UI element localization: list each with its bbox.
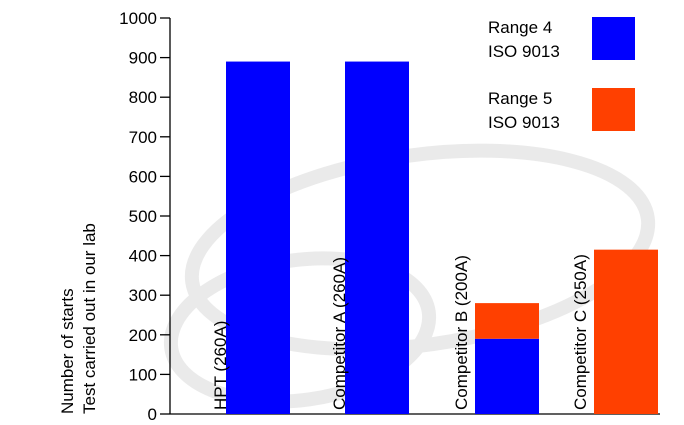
y-axis: 0 100 200 300 400 500 600 700 800 900 1000 <box>119 9 171 424</box>
category-labels: HPT (260A) Competitor A (260A) Competitor … <box>211 254 590 410</box>
category-label: Competitor B (200A) <box>452 255 471 410</box>
legend-label: ISO 9013 <box>488 113 560 132</box>
y-tick-label: 100 <box>129 365 157 384</box>
bars <box>226 61 658 415</box>
y-tick-label: 400 <box>129 247 157 266</box>
category-label: Competitor C (250A) <box>571 254 590 410</box>
y-tick-label: 1000 <box>119 9 157 28</box>
bar <box>475 338 539 414</box>
y-tick-label: 800 <box>129 88 157 107</box>
bar <box>475 303 539 339</box>
legend-label: Range 4 <box>488 18 552 37</box>
legend-label: Range 5 <box>488 89 552 108</box>
y-tick-label: 900 <box>129 49 157 68</box>
legend: Range 4 ISO 9013 Range 5 ISO 9013 <box>488 17 635 132</box>
y-axis-title: Number of starts Test carried out in our … <box>58 223 99 414</box>
bar <box>594 249 658 414</box>
bar <box>226 61 290 415</box>
legend-label: ISO 9013 <box>488 42 560 61</box>
y-tick-label: 500 <box>129 207 157 226</box>
y-axis-title-line: Number of starts <box>58 288 77 414</box>
category-label: Competitor A (260A) <box>330 257 349 410</box>
bar <box>345 61 409 415</box>
category-label: HPT (260A) <box>211 321 230 410</box>
legend-swatch <box>592 88 635 131</box>
legend-swatch <box>592 17 635 60</box>
y-tick-label: 0 <box>148 405 157 424</box>
y-tick-label: 600 <box>129 167 157 186</box>
y-axis-title-line: Test carried out in our lab <box>80 223 99 414</box>
y-tick-label: 200 <box>129 326 157 345</box>
y-tick-label: 700 <box>129 128 157 147</box>
y-tick-label: 300 <box>129 286 157 305</box>
